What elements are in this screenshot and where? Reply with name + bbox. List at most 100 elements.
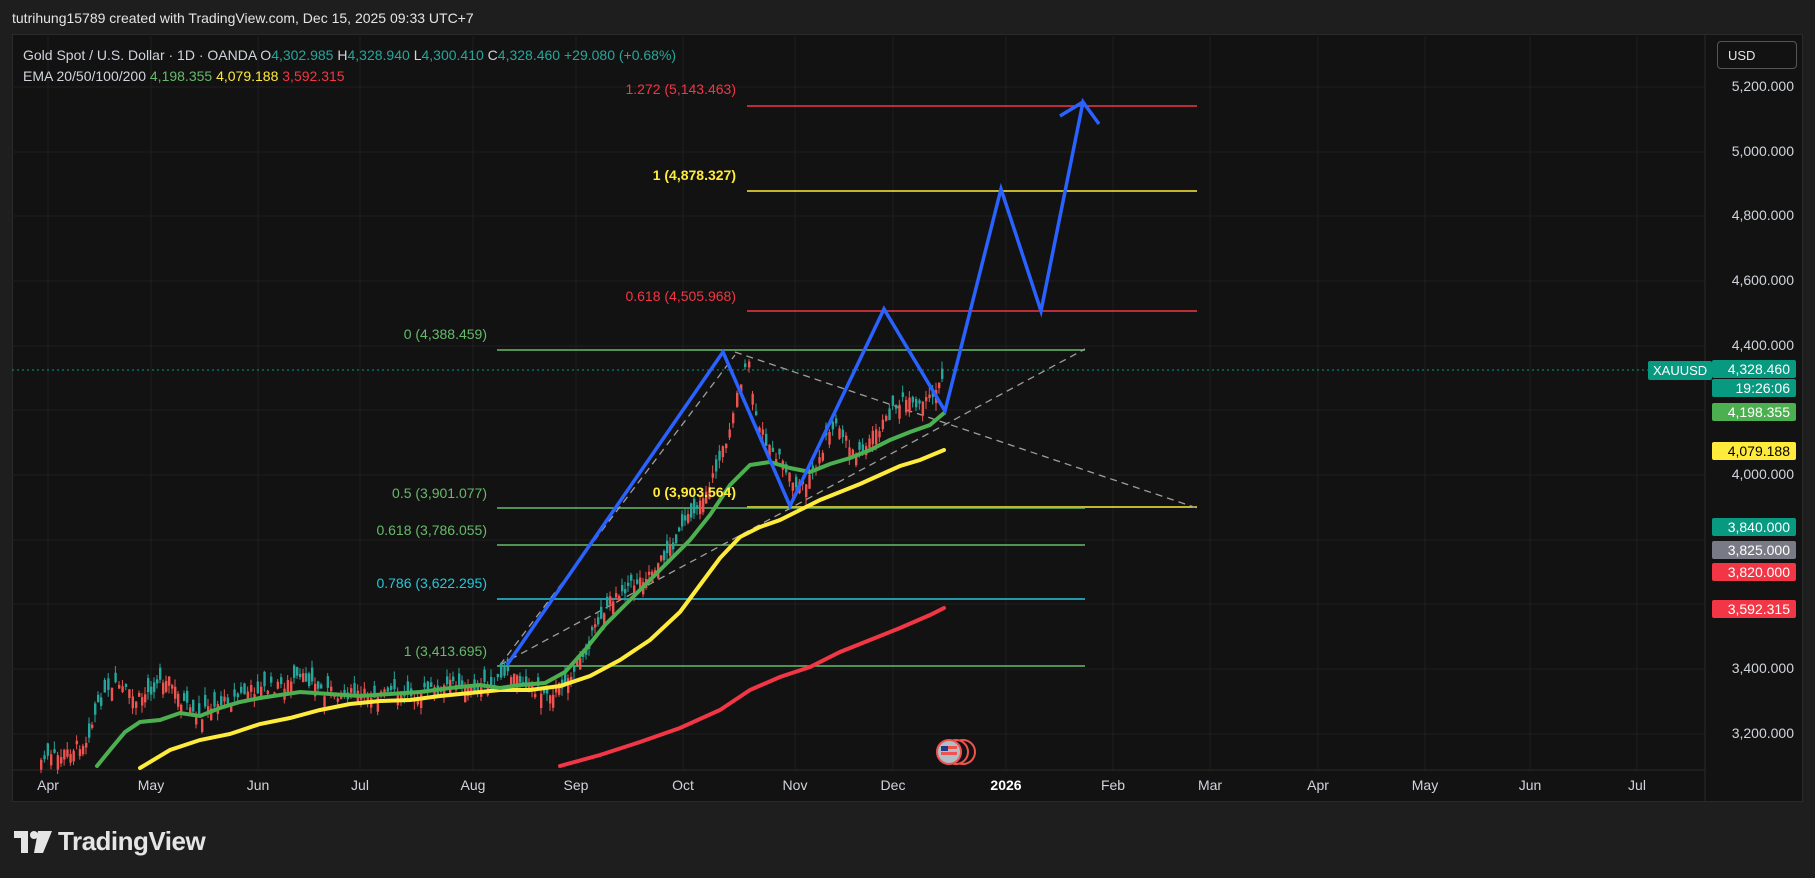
price-level-tag: 3,820.000 xyxy=(1712,563,1796,581)
high-value: 4,328.940 xyxy=(347,47,410,63)
ema20-line xyxy=(95,411,946,768)
ema-indicator-label[interactable]: EMA 20/50/100/200 xyxy=(23,68,146,84)
candle-body xyxy=(503,665,506,676)
candle-body xyxy=(715,459,718,472)
candle-body xyxy=(186,690,189,703)
candle-body xyxy=(150,686,153,695)
candle-body xyxy=(233,689,236,697)
candle-body xyxy=(223,696,226,702)
candle-body xyxy=(210,708,213,720)
candle-body xyxy=(868,438,871,448)
time-axis-label: Jun xyxy=(1518,777,1542,793)
tradingview-logo[interactable]: TradingView xyxy=(14,826,206,857)
candle-body xyxy=(198,703,201,714)
candle-body xyxy=(490,676,493,685)
candle-body xyxy=(875,429,878,445)
candle-body xyxy=(845,435,848,441)
candle-body xyxy=(660,555,663,561)
candle-body xyxy=(905,399,908,413)
candle-body xyxy=(180,704,183,715)
fib-ext-0618-label: 0.618 (4,505.968) xyxy=(625,288,736,304)
candle-body xyxy=(236,693,240,698)
candle-body xyxy=(69,753,72,763)
candle-body xyxy=(189,707,192,716)
candle-body xyxy=(895,405,898,409)
symbol-description[interactable]: Gold Spot / U.S. Dollar · 1D · OANDA xyxy=(23,47,257,63)
symbol-tag: XAUUSD xyxy=(1648,361,1713,380)
candle-body xyxy=(350,688,353,693)
fib-ret-0618-label: 0.618 (3,786.055) xyxy=(376,522,487,538)
trendline-dashed-2 xyxy=(734,351,1198,509)
candle-body xyxy=(791,482,795,491)
candle-body xyxy=(938,382,941,389)
candle-body xyxy=(805,484,808,497)
candle-body xyxy=(299,674,302,678)
candle-body xyxy=(476,683,480,693)
candle-body xyxy=(888,408,891,421)
candle-body xyxy=(286,680,290,693)
candle-body xyxy=(636,579,639,584)
candle-body xyxy=(174,686,177,699)
candle-body xyxy=(423,682,426,688)
low-value: 4,300.410 xyxy=(421,47,484,63)
chart-pane[interactable] xyxy=(12,34,1803,802)
price-axis-label: 4,600.000 xyxy=(1731,272,1794,288)
candle-body xyxy=(630,574,633,581)
candle-body xyxy=(496,673,500,678)
candle-body xyxy=(326,676,330,688)
candle-body xyxy=(627,582,630,586)
candle-body xyxy=(63,749,66,760)
candle-body xyxy=(851,449,855,458)
currency-button[interactable]: USD xyxy=(1717,41,1797,69)
candle-body xyxy=(921,401,925,416)
candle-body xyxy=(305,673,308,682)
candle-body xyxy=(898,404,901,419)
candle-body xyxy=(314,683,317,697)
candle-body xyxy=(213,692,216,707)
ema50-value: 4,079.188 xyxy=(216,68,279,84)
candle-body xyxy=(901,392,905,397)
candle-body xyxy=(94,703,97,715)
candle-body xyxy=(470,687,473,693)
candle-body xyxy=(835,418,838,424)
candle-body xyxy=(702,498,705,513)
price-axis-label: 4,800.000 xyxy=(1731,207,1794,223)
candle-body xyxy=(606,596,609,607)
candle-body xyxy=(818,457,821,464)
trendline-dashed-1 xyxy=(499,354,736,666)
ema200-tag: 3,592.315 xyxy=(1712,600,1796,618)
time-axis-label: Sep xyxy=(563,777,589,793)
time-axis-label: May xyxy=(137,777,165,793)
candlestick-series xyxy=(40,359,944,775)
price-axis-label: 3,400.000 xyxy=(1731,660,1794,676)
countdown-tag: 19:26:06 xyxy=(1712,379,1796,397)
candle-body xyxy=(755,411,758,415)
candle-body xyxy=(276,681,280,689)
candle-body xyxy=(758,427,761,433)
ema50-line xyxy=(138,448,946,770)
candle-body xyxy=(690,503,693,518)
candle-body xyxy=(290,681,293,695)
time-axis-label: Feb xyxy=(1100,777,1126,793)
candle-body xyxy=(534,693,537,698)
candle-body xyxy=(121,686,124,693)
candle-body xyxy=(103,679,106,693)
candle-body xyxy=(761,429,765,435)
chart-canvas[interactable] xyxy=(0,0,1815,810)
candle-body xyxy=(528,685,531,691)
candle-body xyxy=(915,398,918,408)
candle-body xyxy=(732,413,735,424)
candle-body xyxy=(260,686,263,698)
candle-body xyxy=(483,669,486,682)
candle-body xyxy=(500,663,503,678)
candle-body xyxy=(615,593,618,598)
candle-body xyxy=(159,667,162,680)
open-value: 4,302.985 xyxy=(271,47,334,63)
candle-body xyxy=(323,696,326,707)
candle-body xyxy=(878,431,881,438)
candle-body xyxy=(672,542,675,550)
time-axis-label: Jun xyxy=(246,777,270,793)
candle-body xyxy=(85,742,88,748)
candle-body xyxy=(765,433,768,446)
us-economic-event-icon[interactable] xyxy=(936,739,976,765)
